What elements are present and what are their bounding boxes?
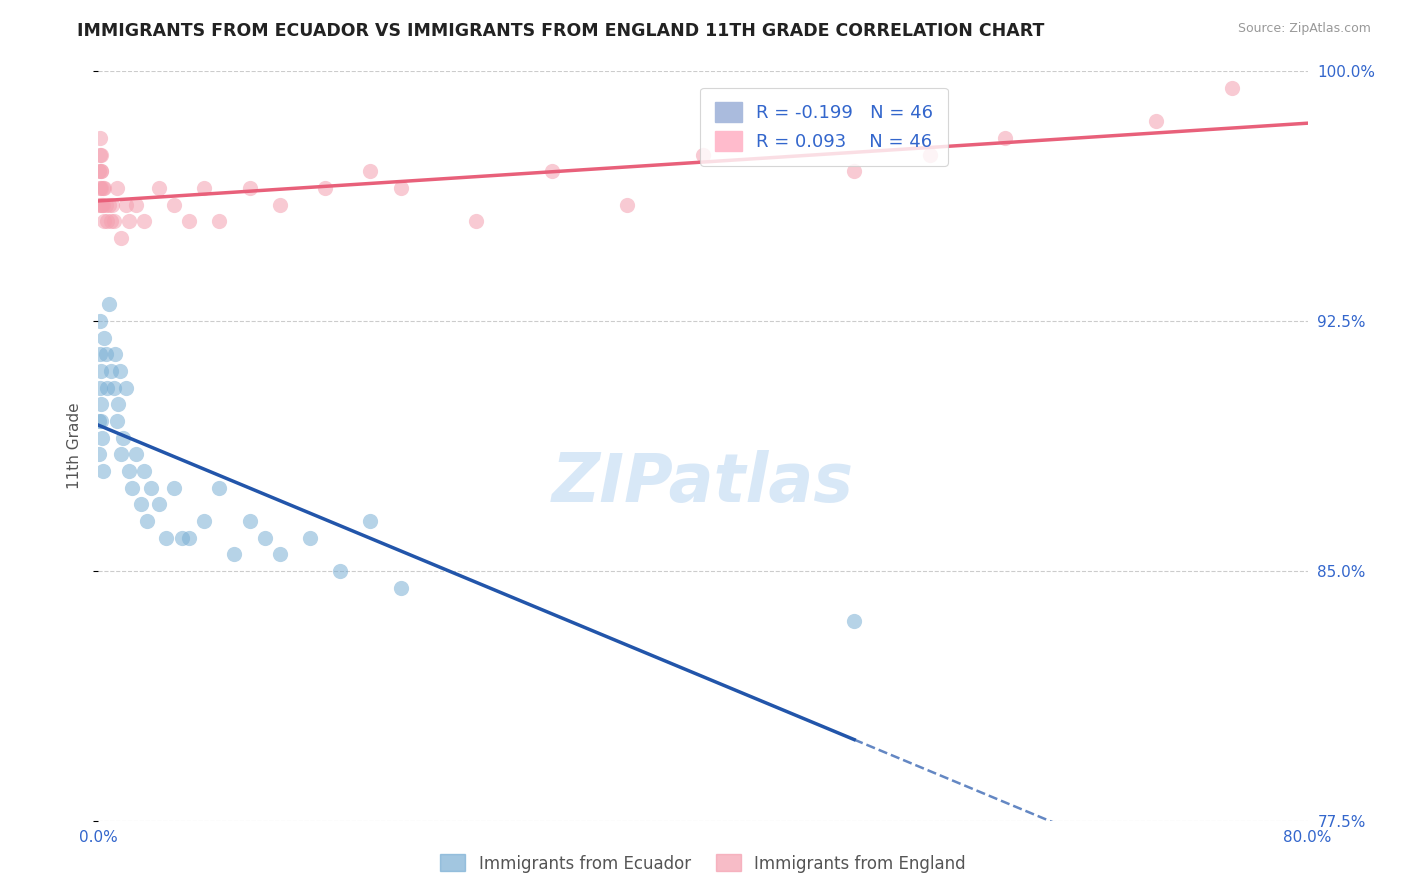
Point (208, 214, 231, 228)
Point (163, 197, 186, 211)
Point (994, 131, 1017, 145)
Point (114, 197, 136, 211)
Point (299, 531, 322, 545)
Point (111, 431, 134, 445)
Point (844, 614, 866, 628)
Point (94, 347, 117, 361)
Point (90, 147, 112, 161)
Point (155, 531, 177, 545)
Point (100, 214, 122, 228)
Point (89, 447, 111, 461)
Point (91, 197, 114, 211)
Point (269, 547, 291, 561)
Point (918, 147, 941, 161)
Point (107, 397, 129, 411)
Point (91, 197, 114, 211)
Point (125, 197, 148, 211)
Point (118, 464, 141, 478)
Point (148, 497, 170, 511)
Point (329, 564, 352, 578)
Point (360, 164, 382, 178)
Point (360, 514, 382, 528)
Point (389, 181, 412, 195)
Point (170, 531, 193, 545)
Point (389, 581, 412, 595)
Y-axis label: 11th Grade: 11th Grade (67, 402, 83, 490)
Point (616, 197, 638, 211)
Point (89, 347, 111, 361)
Point (93, 331, 115, 345)
Text: IMMIGRANTS FROM ECUADOR VS IMMIGRANTS FROM ENGLAND 11TH GRADE CORRELATION CHART: IMMIGRANTS FROM ECUADOR VS IMMIGRANTS FR… (77, 22, 1045, 40)
Point (90, 397, 112, 411)
Point (224, 547, 246, 561)
Point (179, 531, 201, 545)
Point (132, 464, 155, 478)
Point (103, 214, 125, 228)
Point (91, 431, 114, 445)
Point (89, 381, 111, 395)
Point (314, 181, 336, 195)
Point (465, 214, 488, 228)
Point (121, 481, 143, 495)
Point (96, 381, 118, 395)
Point (89, 164, 111, 178)
Point (89, 131, 111, 145)
Point (90, 197, 112, 211)
Point (89, 414, 111, 428)
Point (163, 481, 186, 495)
Point (89, 147, 111, 161)
Point (110, 447, 132, 461)
Text: Source: ZipAtlas.com: Source: ZipAtlas.com (1237, 22, 1371, 36)
Point (90, 414, 112, 428)
Point (135, 514, 157, 528)
Point (118, 214, 141, 228)
Point (91, 464, 114, 478)
Point (844, 164, 866, 178)
Point (91, 181, 114, 195)
Point (239, 514, 262, 528)
Point (193, 181, 215, 195)
Point (125, 447, 148, 461)
Point (93, 181, 115, 195)
Point (193, 514, 215, 528)
Text: ZIPatlas: ZIPatlas (553, 450, 853, 516)
Point (114, 381, 136, 395)
Point (98, 197, 121, 211)
Point (269, 197, 291, 211)
Point (253, 531, 276, 545)
Point (100, 364, 122, 378)
Point (692, 147, 714, 161)
Point (208, 481, 231, 495)
Point (1146, 114, 1168, 128)
Point (90, 164, 112, 178)
Point (89, 197, 111, 211)
Legend: R = -0.199   N = 46, R = 0.093    N = 46: R = -0.199 N = 46, R = 0.093 N = 46 (700, 88, 948, 166)
Point (103, 381, 125, 395)
Point (89, 314, 111, 328)
Point (96, 214, 118, 228)
Legend: Immigrants from Ecuador, Immigrants from England: Immigrants from Ecuador, Immigrants from… (433, 847, 973, 880)
Point (105, 414, 128, 428)
Point (141, 481, 163, 495)
Point (239, 181, 262, 195)
Point (132, 214, 155, 228)
Point (98, 297, 121, 311)
Point (1220, 81, 1243, 95)
Point (89, 181, 111, 195)
Point (148, 181, 170, 195)
Point (108, 364, 131, 378)
Point (129, 497, 152, 511)
Point (90, 164, 112, 178)
Point (90, 181, 112, 195)
Point (179, 214, 201, 228)
Point (101, 197, 124, 211)
Point (94, 197, 117, 211)
Point (104, 347, 127, 361)
Point (540, 164, 562, 178)
Point (93, 214, 115, 228)
Point (110, 231, 132, 245)
Point (105, 181, 128, 195)
Point (90, 364, 112, 378)
